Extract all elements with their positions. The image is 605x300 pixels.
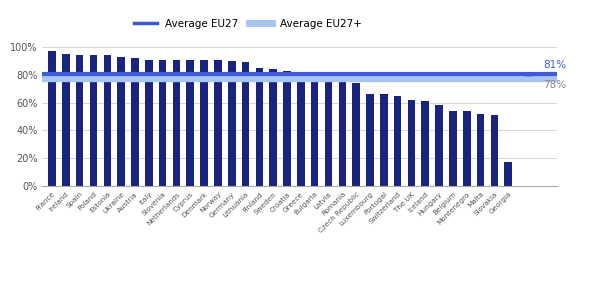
- Bar: [394, 96, 402, 186]
- Bar: [269, 69, 277, 186]
- Bar: [242, 62, 249, 186]
- Bar: [297, 75, 305, 186]
- Bar: [311, 79, 318, 186]
- Bar: [408, 100, 415, 186]
- Bar: [435, 105, 443, 186]
- Bar: [463, 111, 471, 186]
- Legend: Average EU27, Average EU27+: Average EU27, Average EU27+: [134, 19, 362, 29]
- Bar: [325, 80, 332, 186]
- Bar: [339, 82, 346, 186]
- Bar: [200, 60, 208, 186]
- Bar: [48, 51, 56, 186]
- Bar: [90, 56, 97, 186]
- Bar: [449, 111, 457, 186]
- Bar: [117, 57, 125, 186]
- Bar: [255, 68, 263, 186]
- Bar: [366, 94, 374, 186]
- Bar: [159, 60, 166, 186]
- Bar: [131, 58, 139, 186]
- Bar: [145, 60, 152, 186]
- Bar: [76, 56, 83, 186]
- Bar: [62, 54, 70, 186]
- Bar: [477, 114, 485, 186]
- Bar: [228, 61, 235, 186]
- Bar: [103, 56, 111, 186]
- Text: 78%: 78%: [518, 75, 566, 90]
- Bar: [380, 94, 388, 186]
- Bar: [214, 60, 221, 186]
- Bar: [352, 83, 360, 186]
- Bar: [422, 101, 429, 186]
- Bar: [172, 60, 180, 186]
- Bar: [505, 162, 512, 186]
- Bar: [491, 115, 498, 186]
- Bar: [186, 60, 194, 186]
- Bar: [283, 71, 291, 186]
- Text: 81%: 81%: [518, 60, 566, 76]
